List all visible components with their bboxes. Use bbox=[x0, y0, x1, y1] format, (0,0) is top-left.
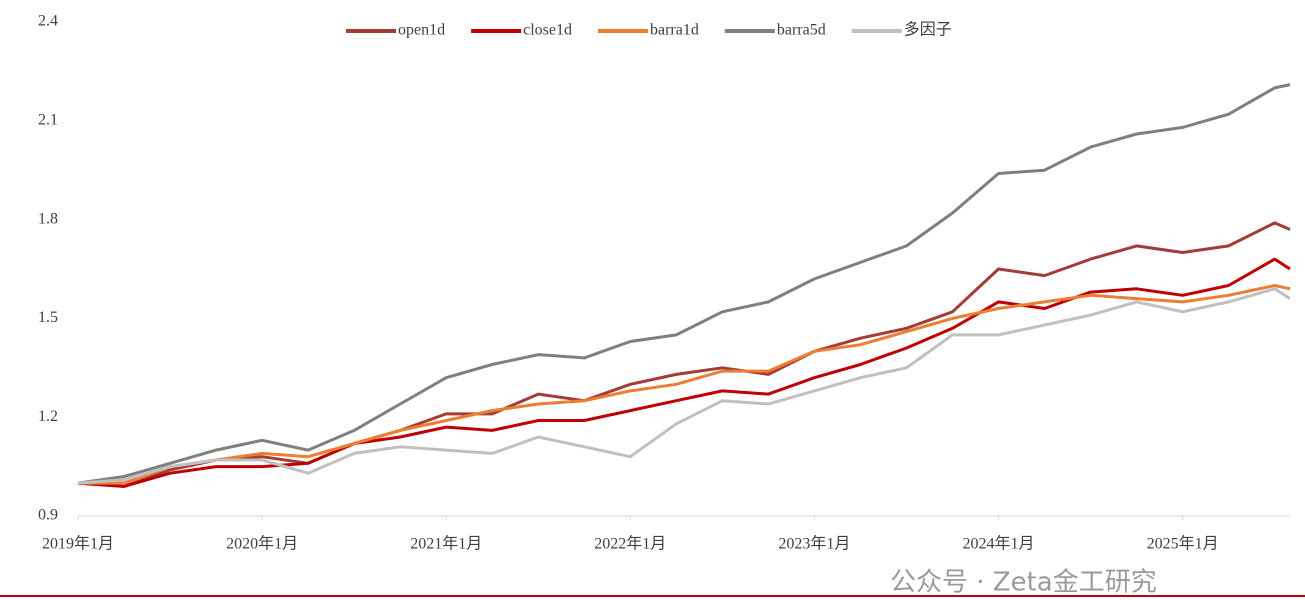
legend-label: barra5d bbox=[777, 22, 826, 39]
y-tick-label: 0.9 bbox=[38, 507, 58, 524]
watermark: 公众号 · Zeta金工研究 bbox=[890, 568, 1157, 598]
y-tick-label: 2.4 bbox=[38, 13, 58, 30]
series-line bbox=[78, 284, 1291, 485]
x-tick-label: 2019年1月 bbox=[42, 535, 114, 553]
series-line bbox=[77, 221, 1291, 488]
legend-label: close1d bbox=[523, 22, 572, 39]
x-tick-label: 2024年1月 bbox=[962, 535, 1034, 553]
series-line bbox=[77, 83, 1291, 485]
x-tick-label: 2022年1月 bbox=[594, 535, 666, 553]
y-tick-label: 1.5 bbox=[38, 309, 58, 326]
series-line bbox=[77, 287, 1291, 485]
x-tick-label: 2020年1月 bbox=[226, 535, 298, 553]
y-tick-label: 1.2 bbox=[38, 408, 58, 425]
series-line bbox=[77, 257, 1291, 488]
legend-label: barra1d bbox=[650, 22, 699, 39]
x-tick-label: 2021年1月 bbox=[410, 535, 482, 553]
legend-label: open1d bbox=[398, 22, 445, 39]
y-tick-label: 2.1 bbox=[38, 111, 58, 128]
x-tick-label: 2023年1月 bbox=[778, 535, 850, 553]
y-tick-label: 1.8 bbox=[38, 210, 58, 227]
x-tick-label: 2025年1月 bbox=[1147, 535, 1219, 553]
legend-label: 多因子 bbox=[904, 21, 952, 39]
